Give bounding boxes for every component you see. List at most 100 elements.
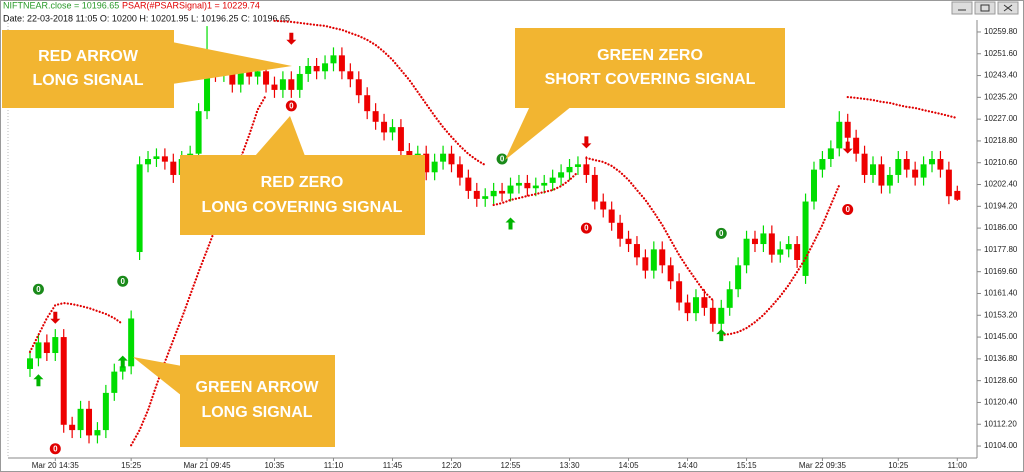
y-tick-label: 10251.60 [984,49,1018,58]
candle-body [549,177,556,183]
y-tick-label: 10128.60 [984,376,1018,385]
candle-body [102,392,109,431]
candle-body [170,161,177,175]
candle-body [490,190,497,197]
candle-body [305,65,312,74]
candle-body [431,161,438,173]
candle-body [60,337,67,425]
psar-line [585,156,714,302]
candle-body [929,159,936,165]
candle-body [288,79,295,90]
date-text: Date: 22-03-2018 11:05 O: 10200 H: 10201… [3,13,290,23]
y-tick-label: 10104.00 [984,441,1018,450]
red-zero-marker [49,443,61,455]
candle-body [819,159,826,170]
psar-line [130,94,268,447]
candle-body [836,121,843,149]
candle-body [937,159,944,170]
x-tick-label: Mar 22 09:35 [799,461,847,470]
candle-body [912,169,919,178]
red-zero-label: 0 [845,205,850,214]
candle-body [768,233,775,255]
candle-body [69,424,76,431]
candle-body [853,137,860,154]
candle-body [254,71,261,77]
y-tick-label: 10210.60 [984,158,1018,167]
candle-body [195,111,202,154]
candle-body [423,153,430,173]
candle-body [870,164,876,175]
y-tick-label: 10227.00 [984,114,1018,123]
candle-body [145,159,152,165]
candle-body [861,153,868,175]
x-tick-label: Mar 21 09:45 [183,461,231,470]
green-zero-label: 0 [719,229,724,238]
candle-body [279,79,286,90]
callout-text: LONG SIGNAL [32,72,143,89]
candle-body [827,148,834,160]
x-tick-label: 11:10 [324,461,344,470]
y-tick-label: 10202.40 [984,180,1018,189]
x-tick-label: 11:45 [383,461,403,470]
green-zero-label: 0 [500,155,505,164]
candle-body [136,164,143,253]
y-tick-label: 10177.80 [984,245,1018,254]
candle-body [119,366,126,372]
candle-body [735,265,742,290]
y-tick-label: 10153.20 [984,310,1018,319]
y-tick-label: 10235.20 [984,92,1018,101]
x-tick-label: 12:55 [500,461,521,470]
candle-body [347,71,354,80]
candle-body [313,65,320,72]
red-zero-label: 0 [53,444,58,453]
callout-text: RED ZERO [261,174,344,191]
candle-body [322,63,329,72]
candle-body [448,153,455,165]
candle-body [77,408,84,431]
callout-text: LONG SIGNAL [201,404,312,421]
y-tick-label: 10120.40 [984,398,1018,407]
callout-pointer [172,42,292,84]
candle-body [237,65,244,85]
maximize-button[interactable] [974,1,996,15]
psar-text: PSAR(#PSARSignal)1 = 10229.74 [122,0,260,10]
candle-body [895,159,902,175]
candle-body [785,244,792,250]
candle-body [743,238,750,266]
candle-body [920,164,927,178]
candle-body [381,121,388,133]
green-zero-label: 0 [36,285,41,294]
green-zero-marker [715,227,727,239]
candle-body [777,249,784,255]
close-text: NIFTNEAR.close = 10196.65 [3,0,119,10]
candle-body [128,318,135,367]
y-tick-label: 10243.40 [984,71,1018,80]
candle-body [810,169,817,202]
candle-body [802,201,809,276]
x-tick-label: 14:05 [619,461,640,470]
candle-body [43,342,50,354]
red-zero-marker [285,100,297,112]
psar-line [492,170,580,207]
candle-body [709,307,716,324]
candle-body [642,257,649,271]
callout-box [180,155,425,235]
candle-body [903,159,910,170]
red-zero-marker [842,203,854,215]
candle-body [465,177,472,191]
y-tick-label: 10112.20 [984,419,1017,428]
green-arrow [716,329,727,342]
candle-body [524,182,531,189]
callout-box [515,28,785,108]
candle-body [566,166,573,173]
candle-body [886,174,893,186]
green-zero-marker [496,153,508,165]
minimize-button[interactable] [951,1,973,15]
candle-body [499,190,506,194]
y-tick-label: 10186.00 [984,223,1018,232]
candle-body [263,71,270,85]
candle-body [718,307,725,324]
candle-body [456,164,463,178]
candle-body [482,196,489,199]
